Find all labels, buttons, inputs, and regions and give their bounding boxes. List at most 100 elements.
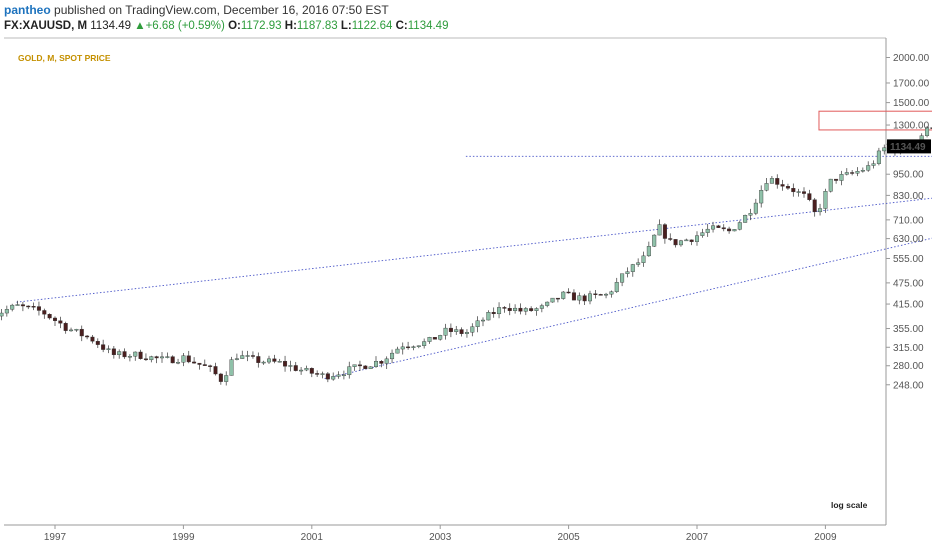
y-tick-label: 248.00 [893, 380, 924, 391]
candle-body [261, 361, 266, 364]
candle-body [678, 240, 683, 246]
y-tick-label: 830.00 [893, 191, 924, 202]
candle-body [101, 344, 106, 350]
candle-body [529, 308, 534, 311]
candle-body [427, 337, 432, 342]
candle-body [133, 351, 138, 357]
supply-zone-box[interactable] [818, 110, 932, 131]
candle-body [443, 327, 448, 336]
candle-body [240, 355, 245, 359]
candle-body [176, 362, 181, 364]
candle-body [834, 178, 839, 181]
candle-body [598, 294, 603, 296]
candle-body [593, 293, 598, 295]
candle-body [689, 239, 694, 242]
candle-body [491, 312, 496, 315]
candle-body [111, 348, 116, 356]
candle-body [769, 178, 774, 184]
candle-body [69, 329, 74, 332]
candle-body [481, 319, 486, 322]
candle-body [256, 356, 261, 363]
candle-body [277, 361, 282, 363]
candle-body [796, 191, 801, 193]
candle-body [930, 127, 932, 129]
open-value: 1172.93 [240, 20, 282, 32]
candle-body [518, 307, 523, 312]
candle-body [368, 366, 373, 370]
y-tick-label: 280.00 [893, 361, 924, 372]
candle-body [486, 312, 491, 321]
last-price-tag [887, 139, 931, 154]
candle-body [0, 312, 4, 317]
candle-body [684, 239, 689, 242]
candle-body [785, 186, 790, 189]
candle-body [79, 328, 84, 337]
candle-body [464, 332, 469, 334]
candle-body [571, 292, 576, 301]
log-scale-label[interactable]: log scale [831, 500, 868, 510]
author-name[interactable]: pantheo [4, 3, 51, 17]
candle-body [202, 364, 207, 366]
candle-body [791, 188, 796, 193]
candle-body [320, 373, 325, 375]
candle-body [143, 358, 148, 361]
candle-body [154, 356, 159, 359]
candle-body [545, 301, 550, 306]
chart-frame [4, 37, 887, 526]
candle-body [149, 356, 154, 361]
x-tick-label: 2005 [557, 532, 580, 543]
candle-body [159, 356, 164, 359]
x-tick-label: 2001 [301, 532, 324, 543]
candle-body [138, 351, 143, 359]
candle-body [844, 172, 849, 175]
x-tick-label: 2007 [686, 532, 709, 543]
candle-body [871, 163, 876, 166]
candle-body [122, 351, 127, 358]
candle-body [127, 356, 132, 358]
candle-body [395, 348, 400, 354]
candle-body [539, 305, 544, 309]
candle-body [411, 346, 416, 348]
candle-body [267, 358, 272, 363]
candle-body [753, 202, 758, 214]
candle-body [497, 307, 502, 315]
candle-body [721, 227, 726, 230]
x-tick-label: 1997 [44, 532, 67, 543]
candle-body [860, 170, 865, 172]
candle-body [550, 297, 555, 303]
candle-body [63, 323, 68, 331]
candle-body [695, 235, 700, 242]
candle-body [716, 225, 721, 228]
candle-body [165, 356, 170, 358]
last-price-tag-label: 1134.49 [890, 142, 926, 153]
candle-body [823, 191, 828, 209]
candle-body [523, 308, 528, 312]
candle-body [406, 346, 411, 349]
candle-body [748, 213, 753, 216]
candle-body [234, 358, 239, 360]
y-tick-label: 1300.00 [893, 121, 930, 132]
candle-body [475, 320, 480, 327]
candle-body [705, 228, 710, 233]
candle-body [630, 264, 635, 272]
candle-body [513, 307, 518, 311]
candle-body [197, 362, 202, 365]
open-label: O: [228, 20, 241, 32]
candle-body [117, 351, 122, 356]
candle-body [555, 297, 560, 300]
candle-body [31, 306, 36, 308]
candle-body [855, 171, 860, 174]
candle-body [288, 365, 293, 367]
candle-body [336, 374, 341, 377]
candle-body [170, 356, 175, 364]
candle-body [325, 373, 330, 380]
candles [0, 126, 932, 386]
candle-body [507, 308, 512, 311]
candle-body [379, 361, 384, 364]
high-label: H: [284, 20, 297, 32]
candle-body [47, 313, 52, 319]
candle-body [839, 174, 844, 181]
candle-body [652, 234, 657, 247]
